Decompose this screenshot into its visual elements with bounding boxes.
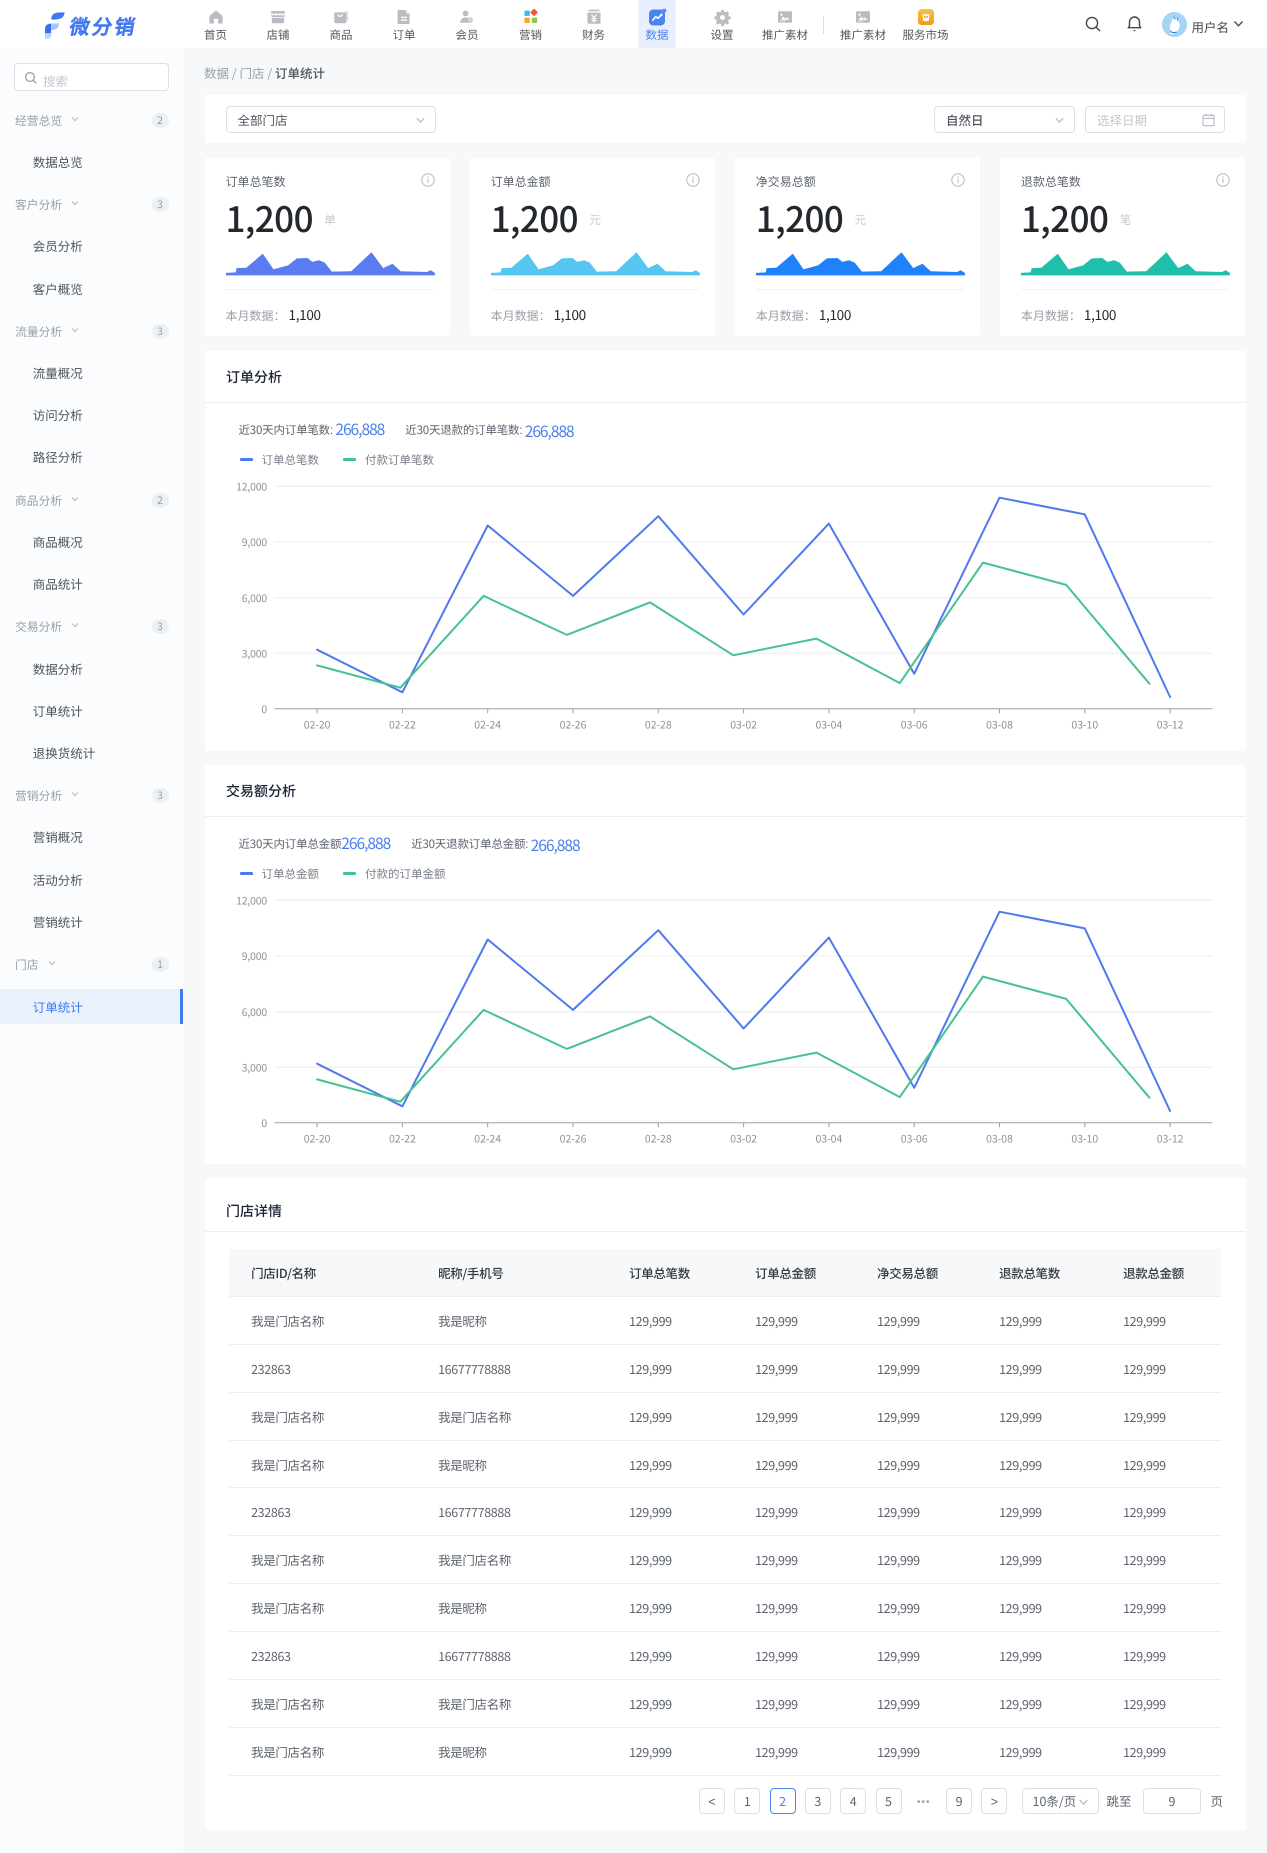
svg-text:3,000: 3,000	[241, 1060, 267, 1075]
svg-text:03-02: 03-02	[730, 718, 757, 733]
svg-text:02-24: 02-24	[474, 718, 501, 733]
svg-text:03-12: 03-12	[1156, 718, 1183, 733]
svg-text:02-22: 02-22	[388, 718, 415, 733]
svg-text:9,000: 9,000	[241, 949, 267, 964]
svg-text:6,000: 6,000	[241, 1005, 267, 1020]
svg-text:03-02: 03-02	[730, 1132, 757, 1147]
svg-text:6,000: 6,000	[241, 591, 267, 606]
svg-text:02-26: 02-26	[559, 718, 586, 733]
svg-text:03-08: 03-08	[986, 718, 1013, 733]
svg-text:02-26: 02-26	[559, 1132, 586, 1147]
svg-text:02-24: 02-24	[474, 1132, 501, 1147]
svg-text:03-04: 03-04	[815, 718, 842, 733]
svg-text:03-12: 03-12	[1156, 1132, 1183, 1147]
svg-text:12,000: 12,000	[236, 893, 267, 908]
svg-text:02-28: 02-28	[644, 1132, 671, 1147]
svg-text:12,000: 12,000	[236, 479, 267, 494]
svg-text:02-22: 02-22	[388, 1132, 415, 1147]
svg-text:03-10: 03-10	[1071, 1132, 1098, 1147]
svg-text:02-20: 02-20	[303, 718, 330, 733]
svg-text:02-20: 02-20	[303, 1132, 330, 1147]
svg-text:03-06: 03-06	[900, 718, 927, 733]
svg-text:02-28: 02-28	[644, 718, 671, 733]
svg-text:3,000: 3,000	[241, 646, 267, 661]
svg-text:0: 0	[261, 1116, 267, 1131]
svg-text:03-06: 03-06	[900, 1132, 927, 1147]
svg-text:03-04: 03-04	[815, 1132, 842, 1147]
svg-text:03-08: 03-08	[986, 1132, 1013, 1147]
svg-text:03-10: 03-10	[1071, 718, 1098, 733]
svg-text:0: 0	[261, 702, 267, 717]
svg-text:9,000: 9,000	[241, 535, 267, 550]
